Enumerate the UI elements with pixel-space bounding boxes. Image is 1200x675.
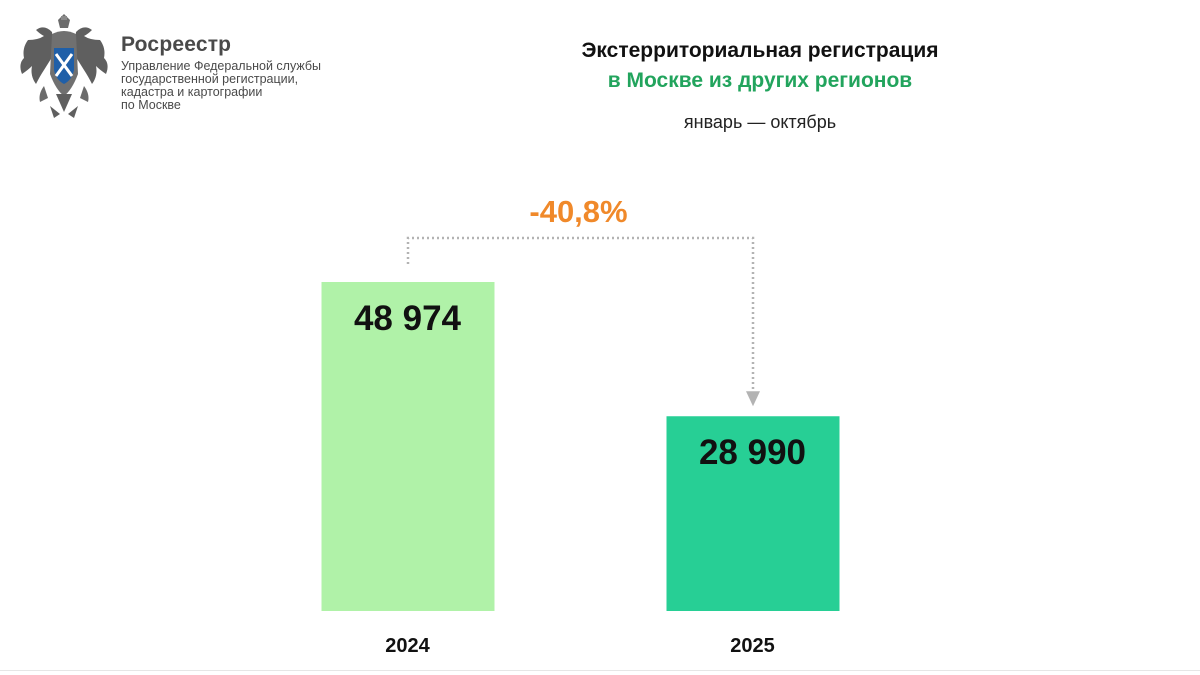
arrow-down-icon — [746, 391, 760, 407]
org-name: Росреестр — [121, 33, 232, 56]
category-label-2024: 2024 — [385, 635, 430, 657]
logo-emblem — [14, 14, 114, 122]
chart-title-line2: в Москве из других регионов — [607, 69, 913, 92]
bar-value-label-2025: 28 990 — [699, 433, 806, 472]
bottom-divider — [0, 670, 1200, 671]
category-label-2025: 2025 — [730, 635, 775, 657]
organization-block: Росреестр Управление Федеральной службы … — [121, 34, 361, 112]
chart-title-line1: Экстерриториальная регистрация — [581, 39, 939, 62]
chart-title-block: Экстерриториальная регистрация в Москве … — [460, 36, 1060, 133]
bar-2024 — [321, 282, 495, 611]
chart-subtitle: январь — октябрь — [683, 112, 837, 132]
org-description: Управление Федеральной службы государств… — [121, 59, 321, 112]
double-headed-eagle-emblem-icon — [20, 14, 108, 118]
change-percent-label: -40,8% — [529, 194, 627, 229]
bar-2025 — [666, 416, 840, 611]
bar-value-label-2024: 48 974 — [354, 299, 462, 338]
